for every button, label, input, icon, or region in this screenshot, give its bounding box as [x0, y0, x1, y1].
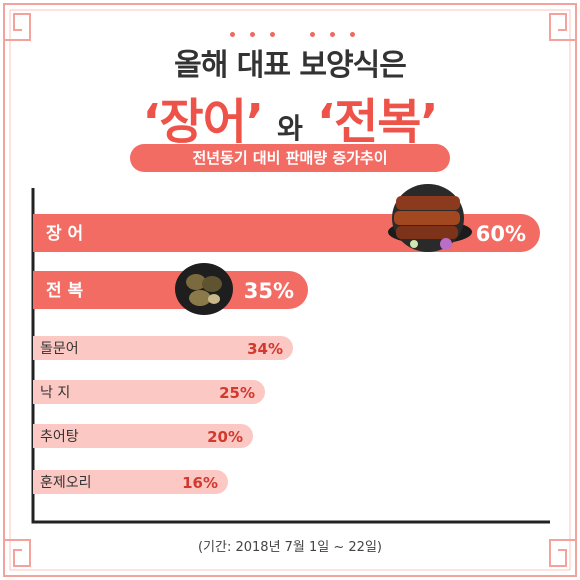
bar-left-cap-3 — [33, 380, 57, 404]
bar-2 — [33, 336, 293, 360]
bar-5 — [33, 470, 228, 494]
value-label-3: 25% — [219, 384, 255, 402]
bar-left-cap-0 — [33, 214, 71, 252]
bar-3 — [33, 380, 265, 404]
bar-4 — [33, 424, 253, 448]
value-label-4: 20% — [207, 428, 243, 446]
title-highlight-abalone: ‘전복’ — [316, 94, 439, 150]
category-label-5: 훈제오리 — [40, 475, 92, 491]
title-line-1: 올해 대표 보양식은 — [174, 48, 407, 83]
bar-left-cap-2 — [33, 336, 57, 360]
category-label-4: 추어탕 — [40, 429, 79, 445]
title-line-2: ‘장어’ 와 ‘전복’ — [0, 82, 580, 152]
bar-left-cap-4 — [33, 424, 57, 448]
bar-left-cap-5 — [33, 470, 57, 494]
subtitle-pill: 전년동기 대비 판매량 증가추이 — [130, 144, 450, 172]
bar-left-cap-1 — [33, 271, 71, 309]
category-label-3: 낙 지 — [40, 385, 70, 401]
value-label-0: 60% — [476, 222, 526, 246]
abalone-dish-icon — [175, 263, 233, 315]
value-label-5: 16% — [182, 474, 218, 492]
value-label-2: 34% — [247, 340, 283, 358]
period-note: (기간: 2018년 7월 1일 ~ 22일) — [197, 540, 382, 555]
value-label-1: 35% — [244, 279, 294, 303]
grilled-eel-dish-icon — [388, 184, 472, 252]
title-connector: 와 — [277, 112, 303, 145]
category-label-1: 전 복 — [46, 281, 84, 301]
title-dots — [190, 32, 390, 44]
category-label-2: 돌문어 — [40, 341, 79, 357]
title-highlight-eel: ‘장어’ — [142, 94, 264, 150]
category-label-0: 장 어 — [46, 224, 83, 244]
bar-1 — [33, 271, 308, 309]
